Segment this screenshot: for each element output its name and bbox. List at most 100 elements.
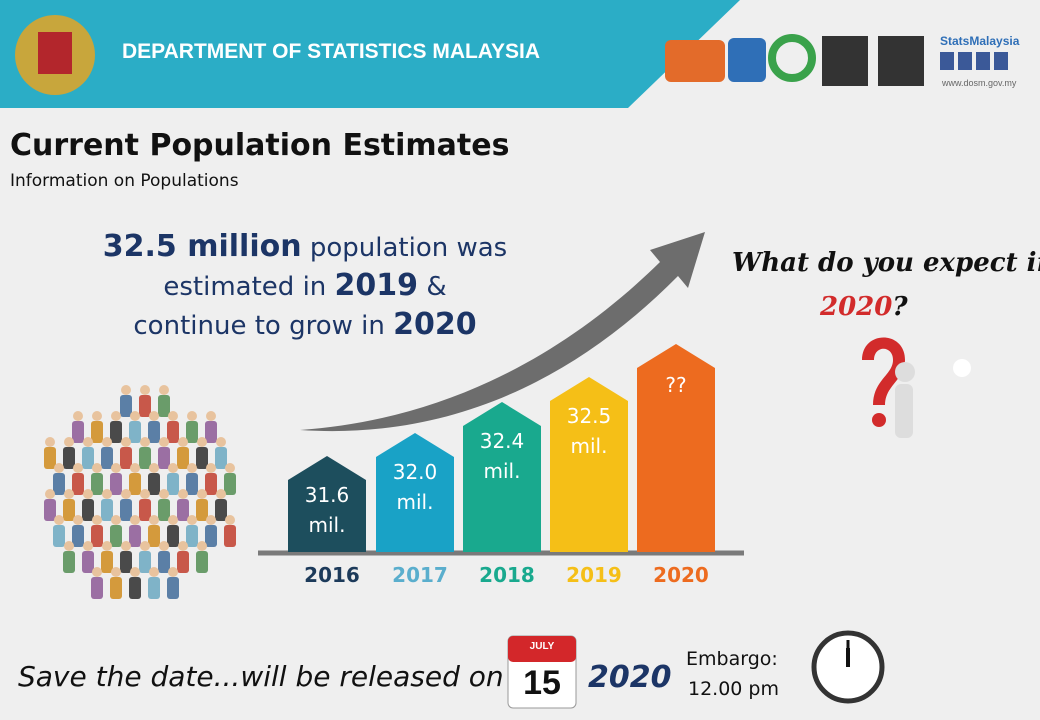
headline-text: continue to grow in bbox=[133, 311, 385, 341]
year-label: 2018 bbox=[479, 563, 535, 587]
person-head bbox=[140, 385, 150, 395]
release-year: 2020 bbox=[588, 660, 672, 695]
person-head bbox=[140, 541, 150, 551]
person bbox=[110, 577, 122, 599]
bar-house bbox=[463, 402, 541, 552]
calendar-month: JULY bbox=[529, 641, 555, 652]
partner-logos bbox=[665, 34, 1008, 86]
person-head bbox=[111, 463, 121, 473]
person-head bbox=[159, 541, 169, 551]
person bbox=[196, 447, 208, 469]
bar-label-line: 32.5 bbox=[566, 404, 612, 428]
person-head bbox=[197, 437, 207, 447]
person-head bbox=[45, 437, 55, 447]
person bbox=[186, 473, 198, 495]
person-head bbox=[54, 515, 64, 525]
person bbox=[44, 447, 56, 469]
person bbox=[110, 525, 122, 547]
clock-icon bbox=[811, 630, 885, 704]
person-head bbox=[178, 541, 188, 551]
bar-house bbox=[637, 344, 715, 552]
question-line: 2020? bbox=[820, 292, 908, 322]
person bbox=[158, 499, 170, 521]
person bbox=[44, 499, 56, 521]
person bbox=[215, 447, 227, 469]
person-head bbox=[225, 515, 235, 525]
person-head bbox=[130, 567, 140, 577]
title: Current Population Estimates bbox=[10, 128, 510, 163]
person bbox=[129, 525, 141, 547]
person bbox=[205, 473, 217, 495]
bar-label-line: ?? bbox=[665, 373, 687, 397]
url: www.dosm.gov.my bbox=[942, 78, 1017, 88]
person-head bbox=[64, 541, 74, 551]
person bbox=[110, 421, 122, 443]
calendar-day: 15 bbox=[523, 664, 561, 702]
person bbox=[129, 421, 141, 443]
person-head bbox=[206, 515, 216, 525]
bar-label-line: mil. bbox=[396, 490, 434, 514]
person bbox=[205, 525, 217, 547]
header-band bbox=[0, 0, 740, 108]
crowd-illustration bbox=[44, 385, 236, 599]
person-head bbox=[149, 515, 159, 525]
bars bbox=[288, 344, 715, 552]
person-head bbox=[149, 463, 159, 473]
subtitle: Information on Populations bbox=[10, 171, 239, 191]
bar-label-line: 31.6 bbox=[304, 483, 350, 507]
headline-line: continue to grow in 2020 bbox=[80, 306, 530, 345]
headline-line: estimated in 2019 & bbox=[80, 267, 530, 306]
person-head bbox=[83, 489, 93, 499]
headline-line: 32.5 million population was bbox=[80, 228, 530, 267]
person-head bbox=[168, 463, 178, 473]
bar-house bbox=[376, 433, 454, 552]
person bbox=[139, 395, 151, 417]
person-head bbox=[187, 411, 197, 421]
crest-shield bbox=[38, 32, 72, 74]
headline-emphasis: 2019 bbox=[334, 268, 419, 303]
headline-emphasis: 32.5 million bbox=[102, 229, 302, 264]
person bbox=[82, 551, 94, 573]
person-head bbox=[92, 515, 102, 525]
person bbox=[158, 447, 170, 469]
person bbox=[148, 525, 160, 547]
person-head bbox=[83, 437, 93, 447]
person-head bbox=[178, 489, 188, 499]
person bbox=[72, 473, 84, 495]
person bbox=[101, 499, 113, 521]
person bbox=[120, 499, 132, 521]
person-head bbox=[216, 437, 226, 447]
growth-arrow bbox=[300, 232, 705, 432]
person bbox=[177, 499, 189, 521]
bar-label: 31.6 mil. bbox=[288, 480, 366, 540]
person bbox=[53, 525, 65, 547]
person-head bbox=[159, 437, 169, 447]
person bbox=[139, 447, 151, 469]
person bbox=[120, 551, 132, 573]
year-label: 2017 bbox=[392, 563, 448, 587]
person-head bbox=[225, 463, 235, 473]
person-head bbox=[73, 411, 83, 421]
person-head bbox=[197, 541, 207, 551]
person bbox=[101, 551, 113, 573]
person bbox=[63, 551, 75, 573]
bar-house bbox=[550, 377, 628, 552]
person bbox=[139, 499, 151, 521]
headline-text: estimated in bbox=[163, 272, 327, 302]
bar-label-line: 32.4 bbox=[479, 429, 525, 453]
person-head bbox=[130, 515, 140, 525]
person-head bbox=[178, 437, 188, 447]
person bbox=[148, 577, 160, 599]
calendar-icon bbox=[507, 635, 577, 709]
person bbox=[148, 473, 160, 495]
person-head bbox=[54, 463, 64, 473]
person-head bbox=[102, 541, 112, 551]
person-head bbox=[168, 411, 178, 421]
person-head bbox=[140, 437, 150, 447]
person bbox=[196, 499, 208, 521]
person-head bbox=[206, 463, 216, 473]
person bbox=[186, 525, 198, 547]
person bbox=[110, 473, 122, 495]
bar-label: 32.0 mil. bbox=[376, 457, 454, 517]
person-head bbox=[64, 489, 74, 499]
